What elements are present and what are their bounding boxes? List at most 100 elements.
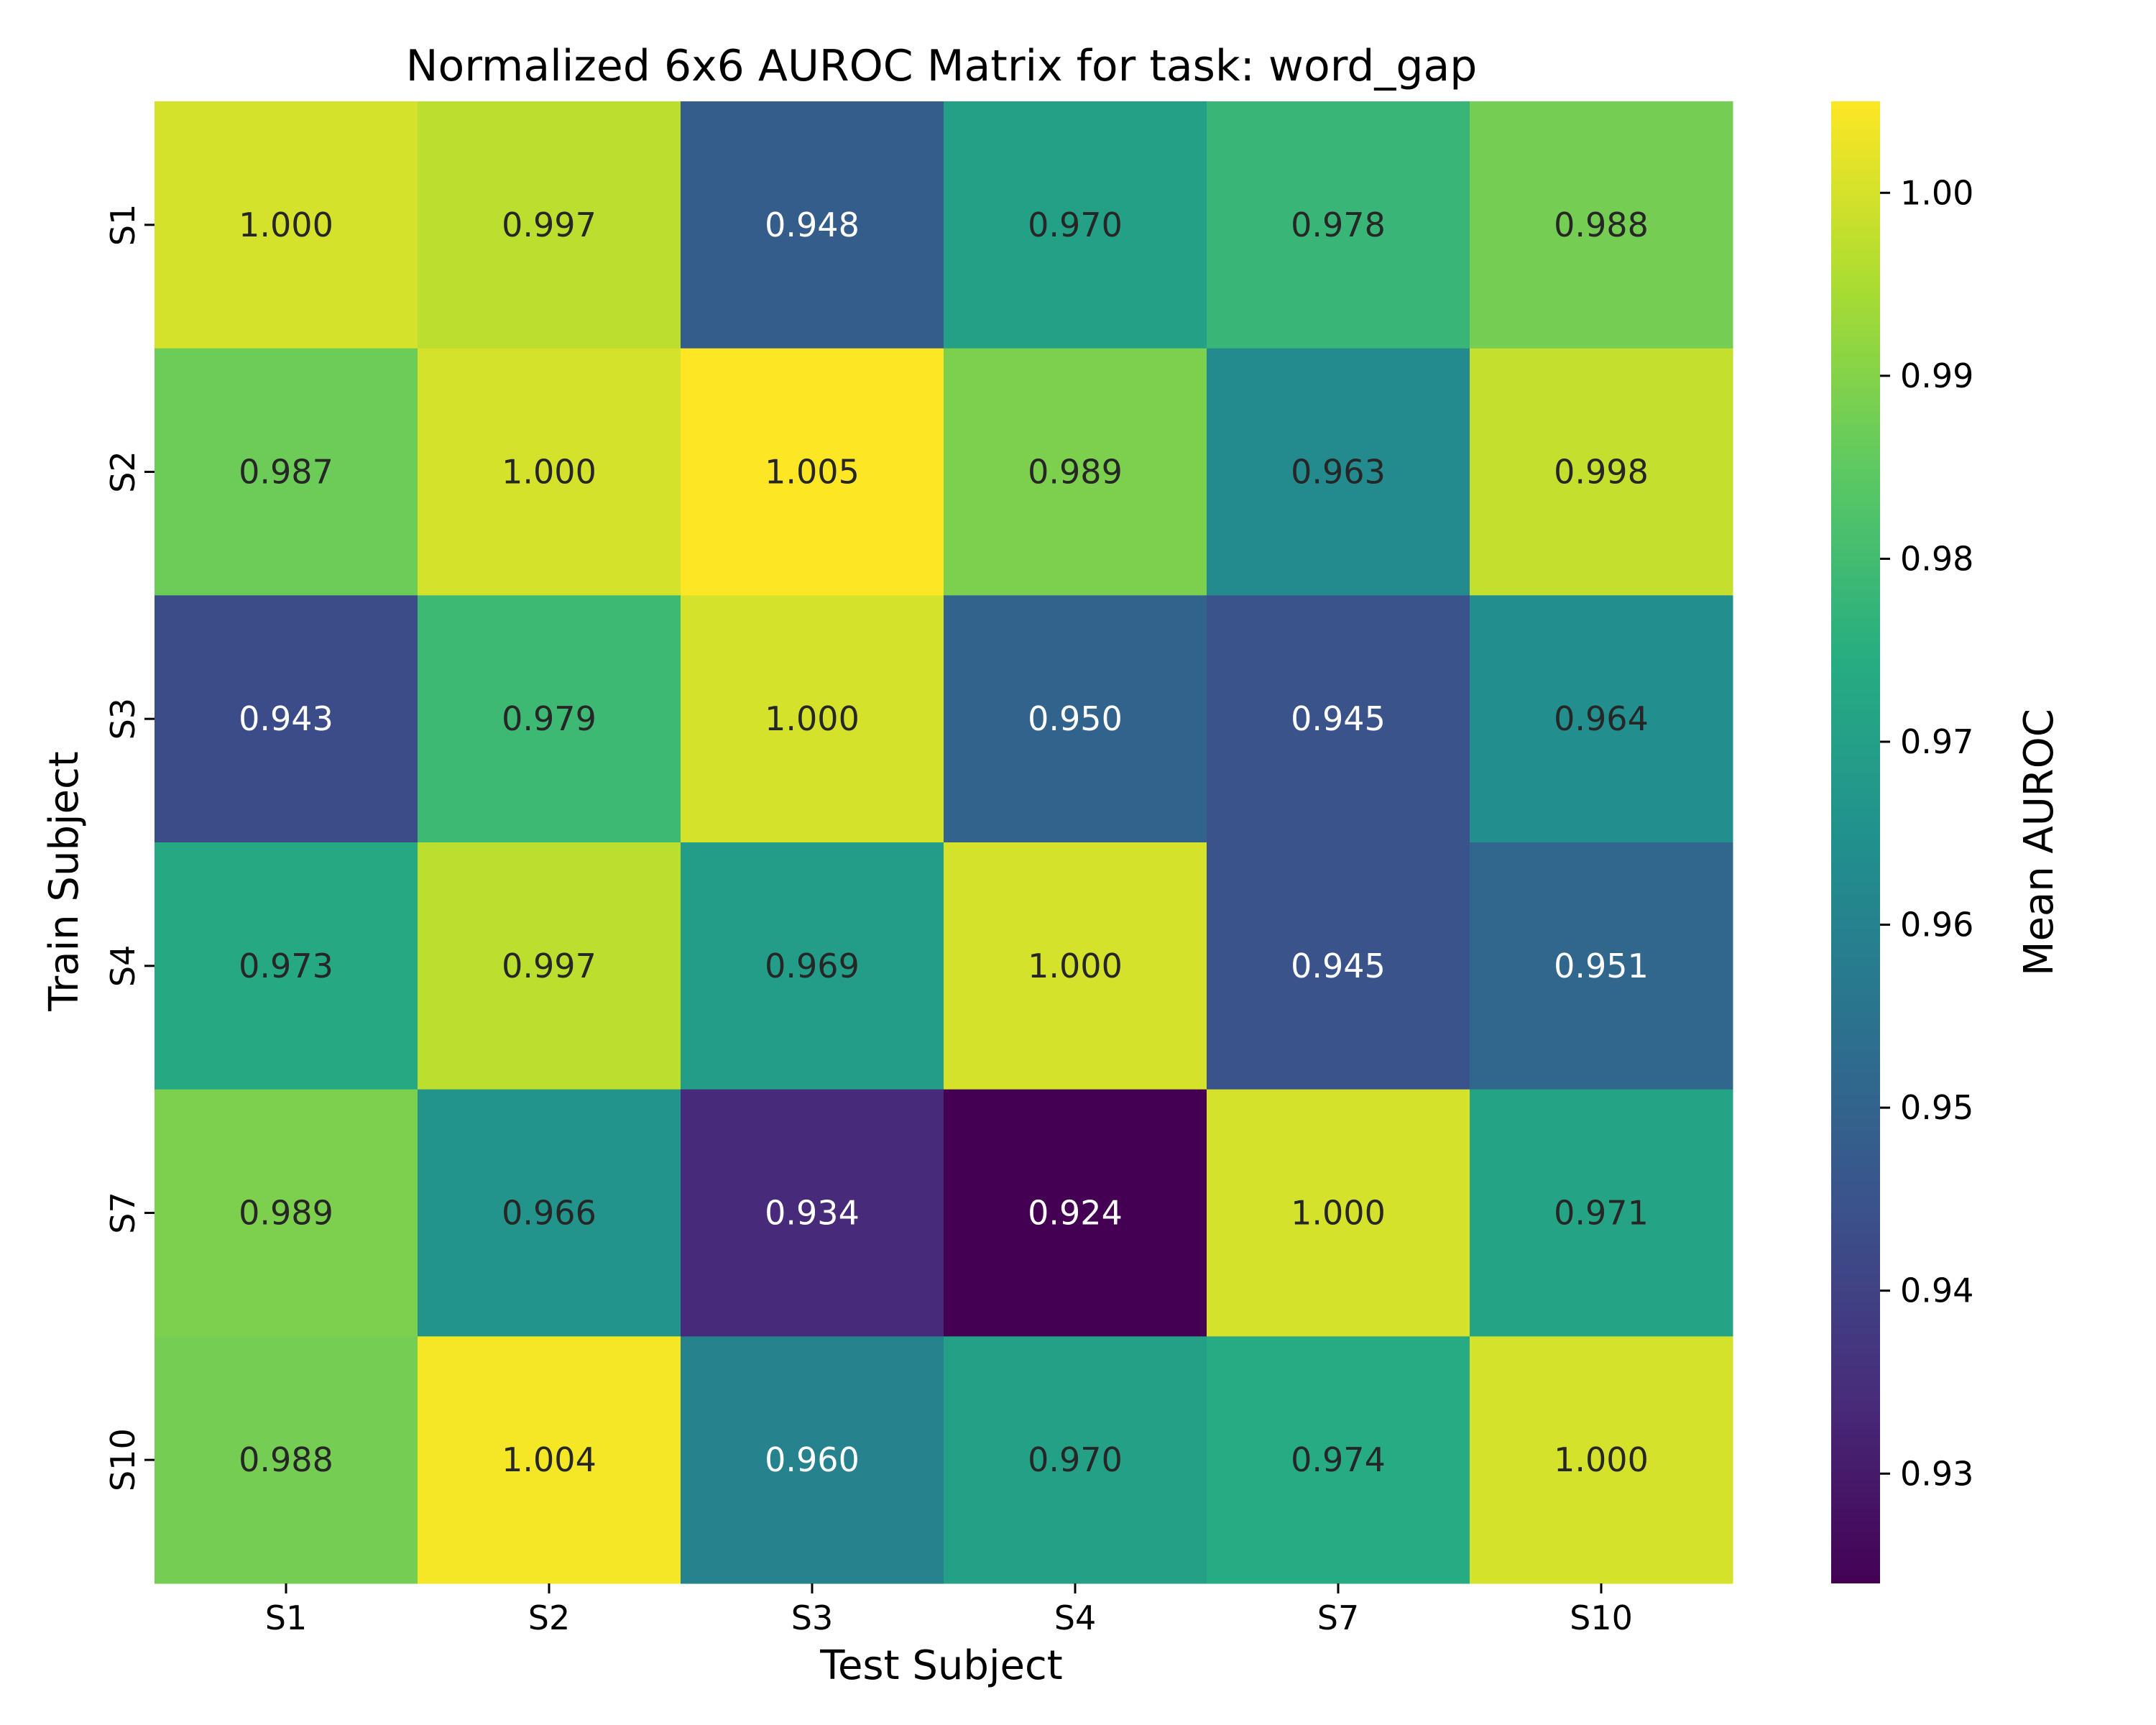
y-axis-ticks: S1 S2 S3 S4 S7 S10 — [103, 204, 155, 1491]
heatmap-cell — [1470, 348, 1733, 596]
heatmap-cell — [1470, 101, 1733, 349]
cell-value-label: 0.970 — [1028, 1440, 1123, 1479]
colorbar-tick-label: 0.99 — [1900, 356, 1973, 395]
y-tick-label: S2 — [103, 451, 142, 492]
heatmap-cell — [681, 1336, 944, 1584]
heatmap-cell — [944, 595, 1207, 843]
colorbar-tick-label: 0.94 — [1900, 1271, 1973, 1310]
cell-value-label: 0.951 — [1554, 947, 1649, 985]
heatmap-cell — [155, 595, 418, 843]
heatmap-cell — [1470, 1089, 1733, 1337]
heatmap-cell — [944, 1089, 1207, 1337]
cell-value-label: 0.934 — [765, 1194, 860, 1233]
x-axis-label: Test Subject — [819, 1642, 1062, 1689]
cell-value-label: 0.924 — [1028, 1194, 1123, 1233]
heatmap-cell — [418, 842, 681, 1090]
cell-value-label: 0.945 — [1291, 947, 1386, 985]
cell-value-label: 0.960 — [765, 1440, 860, 1479]
cell-value-label: 0.979 — [502, 699, 596, 738]
heatmap-cell — [1470, 595, 1733, 843]
heatmap-cell — [1207, 348, 1470, 596]
cell-value-label: 0.973 — [239, 947, 333, 985]
heatmap-cell — [681, 595, 944, 843]
colorbar-tick-label: 0.96 — [1900, 906, 1973, 944]
cell-value-label: 1.000 — [239, 206, 333, 244]
cell-value-label: 0.971 — [1554, 1194, 1649, 1233]
heatmap-cell — [1470, 842, 1733, 1090]
heatmap-cell — [681, 842, 944, 1090]
cell-value-label: 1.000 — [765, 699, 860, 738]
x-tick-label: S10 — [1570, 1598, 1633, 1637]
colorbar-ticks: 0.93 0.94 0.95 0.96 0.97 0.98 0.99 1.00 — [1880, 173, 1973, 1493]
cell-value-label: 0.945 — [1291, 699, 1386, 738]
cell-value-label: 0.948 — [765, 206, 860, 244]
heatmap-cells: 1.000 0.997 0.948 0.970 0.978 0.988 0.987 1.000… — [155, 101, 1733, 1584]
cell-value-label: 0.988 — [1554, 206, 1649, 244]
cell-value-label: 0.964 — [1554, 699, 1649, 738]
x-tick-label: S7 — [1317, 1598, 1359, 1637]
cell-value-label: 0.997 — [502, 206, 596, 244]
x-axis-ticks: S1 S2 S3 S4 S7 S10 — [265, 1583, 1633, 1637]
heatmap-cell — [681, 348, 944, 596]
cell-value-label: 0.970 — [1028, 206, 1123, 244]
cell-value-label: 1.000 — [1028, 947, 1123, 985]
x-tick-label: S3 — [791, 1598, 833, 1637]
cell-value-label: 0.988 — [239, 1440, 333, 1479]
heatmap-cell — [155, 1089, 418, 1337]
y-tick-label: S1 — [103, 204, 142, 246]
heatmap-cell — [1207, 595, 1470, 843]
cell-value-label: 0.978 — [1291, 206, 1386, 244]
heatmap-cell — [1470, 1336, 1733, 1584]
cell-value-label: 0.963 — [1291, 453, 1386, 492]
cell-value-label: 1.000 — [1291, 1194, 1386, 1233]
heatmap-cell — [1207, 101, 1470, 349]
chart-title: Normalized 6x6 AUROC Matrix for task: wo… — [406, 41, 1478, 91]
colorbar-tick-label: 0.97 — [1900, 722, 1973, 761]
cell-value-label: 0.966 — [502, 1194, 596, 1233]
colorbar — [1831, 101, 1880, 1583]
heatmap-cell — [155, 842, 418, 1090]
heatmap-cell — [418, 1336, 681, 1584]
cell-value-label: 0.997 — [502, 947, 596, 985]
cell-value-label: 1.000 — [502, 453, 596, 492]
colorbar-tick-label: 0.93 — [1900, 1454, 1973, 1493]
cell-value-label: 0.943 — [239, 699, 333, 738]
x-tick-label: S2 — [528, 1598, 570, 1637]
y-tick-label: S7 — [103, 1192, 142, 1233]
heatmap-cell — [944, 1336, 1207, 1584]
x-tick-label: S4 — [1054, 1598, 1096, 1637]
heatmap-cell — [1207, 1089, 1470, 1337]
cell-value-label: 0.989 — [239, 1194, 333, 1233]
heatmap-cell — [681, 1089, 944, 1337]
cell-value-label: 0.950 — [1028, 699, 1123, 738]
colorbar-tick-label: 0.98 — [1900, 539, 1973, 578]
heatmap-cell — [1207, 1336, 1470, 1584]
colorbar-tick-label: 1.00 — [1900, 173, 1973, 212]
heatmap-cell — [681, 101, 944, 349]
heatmap-cell — [418, 595, 681, 843]
heatmap-cell — [944, 348, 1207, 596]
cell-value-label: 0.987 — [239, 453, 333, 492]
cell-value-label: 0.974 — [1291, 1440, 1386, 1479]
heatmap-cell — [418, 348, 681, 596]
cell-value-label: 0.989 — [1028, 453, 1123, 492]
cell-value-label: 1.005 — [765, 453, 860, 492]
y-tick-label: S10 — [103, 1428, 142, 1491]
heatmap-cell — [418, 101, 681, 349]
cell-value-label: 1.004 — [502, 1440, 596, 1479]
heatmap-cell — [418, 1089, 681, 1337]
colorbar-label: Mean AUROC — [2016, 709, 2063, 976]
y-tick-label: S4 — [103, 945, 142, 987]
heatmap-cell — [155, 348, 418, 596]
colorbar-tick-label: 0.95 — [1900, 1088, 1973, 1127]
heatmap-cell — [944, 101, 1207, 349]
heatmap-cell — [944, 842, 1207, 1090]
cell-value-label: 0.969 — [765, 947, 860, 985]
heatmap-cell — [155, 1336, 418, 1584]
heatmap-cell — [1207, 842, 1470, 1090]
y-tick-label: S3 — [103, 698, 142, 740]
x-tick-label: S1 — [265, 1598, 307, 1637]
cell-value-label: 1.000 — [1554, 1440, 1649, 1479]
y-axis-label: Train Subject — [41, 751, 88, 1012]
